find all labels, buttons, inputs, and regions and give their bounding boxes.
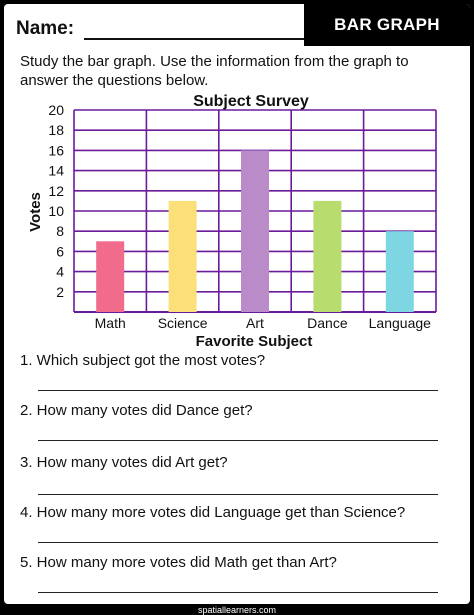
question-5: 5. How many more votes did Math get than… <box>20 554 337 571</box>
y-tick-label: 14 <box>48 163 64 179</box>
question-2: 2. How many votes did Dance get? <box>20 402 253 419</box>
y-tick-label: 12 <box>48 183 64 199</box>
bar-language <box>385 231 414 312</box>
instructions: Study the bar graph. Use the information… <box>20 53 409 89</box>
question-3: 3. How many votes did Art get? <box>20 454 228 471</box>
worksheet: Name: BAR GRAPH Study the bar graph. Use… <box>4 4 470 604</box>
title-banner: BAR GRAPH <box>304 4 470 46</box>
y-tick-label: 18 <box>48 122 64 138</box>
answer-line-2[interactable] <box>38 440 438 441</box>
chart-title: Subject Survey <box>193 93 309 110</box>
x-tick-label: Art <box>246 315 264 331</box>
answer-line-5[interactable] <box>38 592 438 593</box>
name-input-line[interactable] <box>84 38 306 40</box>
bar-art <box>241 150 269 312</box>
y-tick-label: 8 <box>56 223 64 239</box>
bar-science <box>168 200 197 312</box>
y-axis-label: Votes <box>27 192 44 232</box>
y-tick-labels: 2 4 6 8 10 12 14 16 18 20 <box>48 102 64 300</box>
credit: spatiallearners.com <box>197 605 277 615</box>
y-tick-label: 4 <box>56 264 64 280</box>
answer-line-3[interactable] <box>38 494 438 495</box>
y-tick-label: 20 <box>48 102 64 118</box>
answer-line-1[interactable] <box>38 390 438 391</box>
x-tick-label: Language <box>369 315 432 331</box>
y-tick-label: 16 <box>48 142 64 158</box>
y-tick-label: 2 <box>56 284 64 300</box>
bar-chart: Subject Survey Votes 2 4 6 8 10 12 14 16 18 20 Ma… <box>27 93 437 350</box>
x-tick-labels: Math Science Art Dance Language <box>95 315 432 331</box>
x-axis-label: Favorite Subject <box>196 333 313 350</box>
x-tick-label: Dance <box>307 315 348 331</box>
name-label: Name: <box>16 18 75 39</box>
x-tick-label: Science <box>158 315 208 331</box>
y-tick-label: 10 <box>48 203 64 219</box>
question-1: 1. Which subject got the most votes? <box>20 352 266 369</box>
bars <box>96 150 414 312</box>
x-tick-label: Math <box>95 315 126 331</box>
bar-math <box>96 241 125 312</box>
bar-dance <box>313 200 342 312</box>
y-tick-label: 6 <box>56 243 64 259</box>
question-4: 4. How many more votes did Language get … <box>20 504 406 521</box>
answer-line-4[interactable] <box>38 542 438 543</box>
